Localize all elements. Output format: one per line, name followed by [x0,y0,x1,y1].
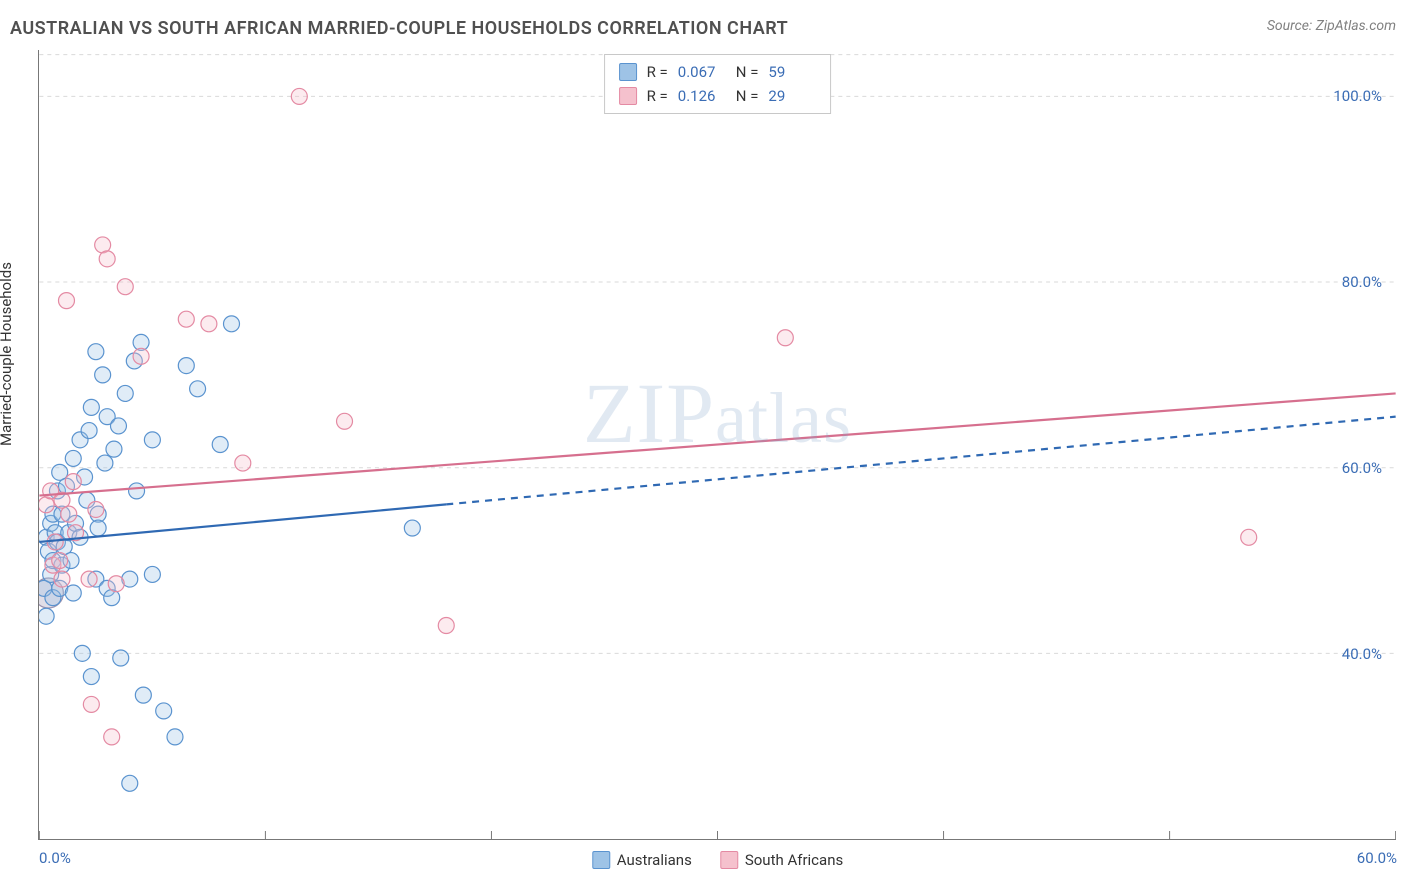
y-axis-label: Married-couple Households [0,262,15,446]
legend-item: South Africans [720,851,843,869]
source-label: Source: ZipAtlas.com [1267,18,1396,34]
bottom-legend: Australians South Africans [592,851,843,869]
stat-n-label: N = [736,84,759,108]
y-tick-label: 40.0% [1342,645,1382,663]
chart-title: AUSTRALIAN VS SOUTH AFRICAN MARRIED-COUP… [10,18,788,39]
stat-n-label: N = [736,60,759,84]
stat-n-value: 29 [768,84,816,108]
y-tick-label: 100.0% [1333,87,1382,105]
legend-item: Australians [592,851,692,869]
stats-legend-box: R = 0.067 N = 59 R = 0.126 N = 29 [604,54,832,114]
stat-r-label: R = [647,84,668,108]
stat-n-value: 59 [768,60,816,84]
header: AUSTRALIAN VS SOUTH AFRICAN MARRIED-COUP… [0,0,1406,45]
legend-label: South Africans [745,851,843,869]
stat-r-label: R = [647,60,668,84]
legend-label: Australians [617,851,692,869]
y-tick-label: 60.0% [1342,459,1382,477]
stats-row: R = 0.067 N = 59 [619,60,817,84]
plot-area: ZIPatlas R =0.067N =59R =0.126N =29 Aust… [38,50,1396,840]
chart-container: AUSTRALIAN VS SOUTH AFRICAN MARRIED-COUP… [0,0,1406,892]
stats-row: R = 0.126 N = 29 [619,84,817,108]
x-tick-label: 0.0% [39,849,71,867]
legend-swatch [592,851,610,869]
legend-swatch [619,63,637,81]
legend-swatch [720,851,738,869]
legend-swatch [619,87,637,105]
y-tick-label: 80.0% [1342,273,1382,291]
scatter-plot-svg [39,50,1396,839]
x-tick-label: 60.0% [1357,849,1397,867]
stat-r-value: 0.126 [678,84,726,108]
stat-r-value: 0.067 [678,60,726,84]
